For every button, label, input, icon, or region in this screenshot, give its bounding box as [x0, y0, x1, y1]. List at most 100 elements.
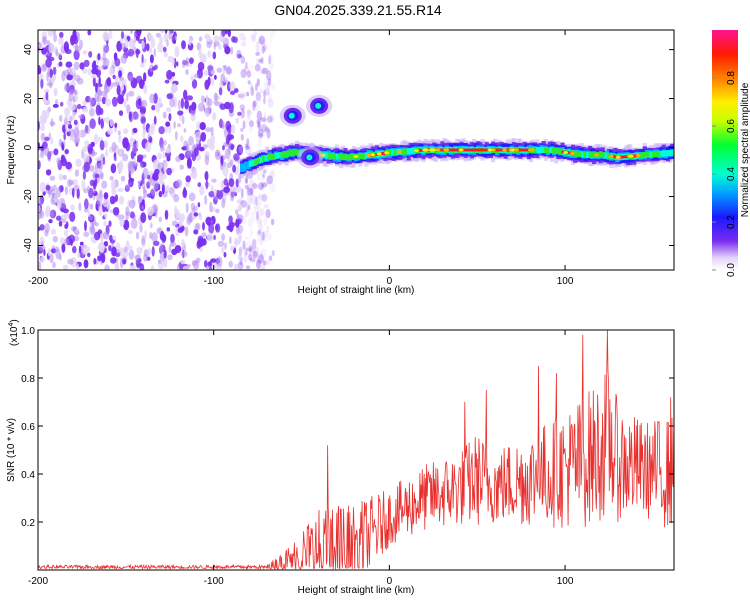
ridge-core-cell	[599, 152, 604, 158]
ridge-peak-cell	[421, 148, 424, 152]
ridge-core-cell	[296, 149, 301, 156]
noise-speckle	[44, 136, 50, 142]
noise-speckle	[260, 88, 263, 94]
noise-speckle	[256, 121, 260, 128]
noise-speckle	[219, 103, 227, 110]
ridge-core-cell	[359, 153, 364, 159]
noise-speckle	[212, 112, 217, 121]
noise-speckle	[64, 186, 69, 195]
noise-speckle	[195, 257, 201, 263]
ridge-hotspot	[384, 151, 390, 155]
ridge-core-cell	[659, 150, 664, 157]
noise-speckle	[105, 116, 110, 124]
noise-speckle	[236, 199, 243, 204]
noise-speckle	[103, 241, 109, 247]
noise-speckle	[106, 77, 112, 87]
noise-speckle	[229, 185, 235, 193]
noise-speckle	[157, 97, 162, 107]
y-tick-label: 0.4	[21, 470, 35, 481]
noise-speckle	[87, 67, 92, 76]
noise-speckle	[269, 32, 272, 44]
noise-speckle	[151, 122, 155, 131]
noise-speckle	[56, 157, 61, 166]
noise-speckle	[246, 138, 250, 149]
noise-speckle	[61, 218, 67, 223]
noise-speckle	[245, 61, 248, 70]
noise-speckle	[258, 35, 266, 45]
noise-speckle	[208, 191, 215, 198]
ridge-peak-cell	[466, 148, 470, 152]
ridge-core-cell	[262, 156, 266, 162]
noise-speckle	[255, 83, 258, 92]
noise-speckle	[104, 91, 108, 101]
noise-speckle	[240, 41, 247, 47]
noise-speckle	[173, 194, 180, 203]
noise-speckle	[169, 30, 173, 35]
noise-speckle	[261, 194, 267, 202]
noise-speckle	[235, 178, 239, 188]
noise-speckle	[133, 112, 140, 120]
noise-speckle	[63, 237, 70, 246]
ridge-core-cell	[578, 151, 583, 158]
noise-speckle	[204, 260, 208, 268]
noise-speckle	[181, 40, 186, 50]
noise-speckle	[213, 42, 216, 50]
noise-speckle	[244, 250, 248, 256]
ridge-core-cell	[412, 147, 417, 154]
noise-speckle	[102, 156, 106, 165]
ridge-hotspot	[615, 155, 621, 159]
noise-speckle	[103, 192, 109, 200]
noise-speckle	[200, 132, 207, 142]
noise-speckle	[198, 146, 205, 152]
noise-speckle	[252, 248, 256, 259]
noise-speckle	[244, 143, 248, 148]
noise-speckle	[234, 88, 239, 93]
ridge-peak-cell	[624, 155, 628, 159]
ridge-peak-cell	[464, 148, 468, 152]
noise-speckle	[102, 31, 110, 41]
noise-speckle	[245, 247, 253, 252]
noise-speckle	[120, 31, 125, 39]
noise-speckle	[97, 84, 101, 93]
noise-speckle	[268, 78, 272, 86]
noise-speckle	[175, 209, 180, 219]
noise-speckle	[68, 124, 72, 129]
noise-speckle	[257, 173, 260, 181]
ridge-core-cell	[269, 153, 274, 160]
noise-speckle	[163, 140, 167, 146]
noise-speckle	[188, 136, 195, 146]
noise-speckle	[258, 259, 263, 264]
noise-speckle	[253, 30, 258, 36]
noise-speckle	[259, 69, 264, 75]
noise-speckle	[102, 44, 110, 53]
noise-speckle	[235, 117, 239, 124]
ridge-peak-cell	[623, 155, 626, 159]
noise-speckle	[123, 98, 127, 108]
noise-speckle	[183, 128, 187, 133]
noise-speckle	[256, 211, 259, 221]
noise-speckle	[250, 33, 257, 42]
noise-speckle	[73, 127, 80, 138]
noise-speckle	[235, 218, 240, 228]
noise-speckle	[247, 113, 251, 124]
noise-speckle	[258, 234, 263, 241]
noise-speckle	[140, 212, 147, 224]
noise-speckle	[117, 187, 124, 193]
noise-speckle	[233, 192, 238, 197]
noise-speckle	[248, 126, 253, 132]
noise-speckle	[185, 202, 189, 214]
noise-speckle	[236, 144, 244, 156]
noise-speckle	[69, 136, 76, 141]
ridge-core-cell	[602, 152, 606, 159]
noise-speckle	[123, 246, 128, 253]
noise-speckle	[73, 61, 80, 71]
noise-speckle	[258, 133, 264, 139]
noise-speckle	[259, 251, 264, 260]
noise-speckle	[261, 39, 266, 50]
ridge-core-cell	[346, 154, 351, 161]
noise-speckle	[263, 260, 267, 266]
noise-speckle	[63, 69, 69, 76]
noise-speckle	[221, 233, 226, 241]
ridge-band-cell	[240, 164, 245, 173]
noise-speckle	[159, 36, 163, 44]
